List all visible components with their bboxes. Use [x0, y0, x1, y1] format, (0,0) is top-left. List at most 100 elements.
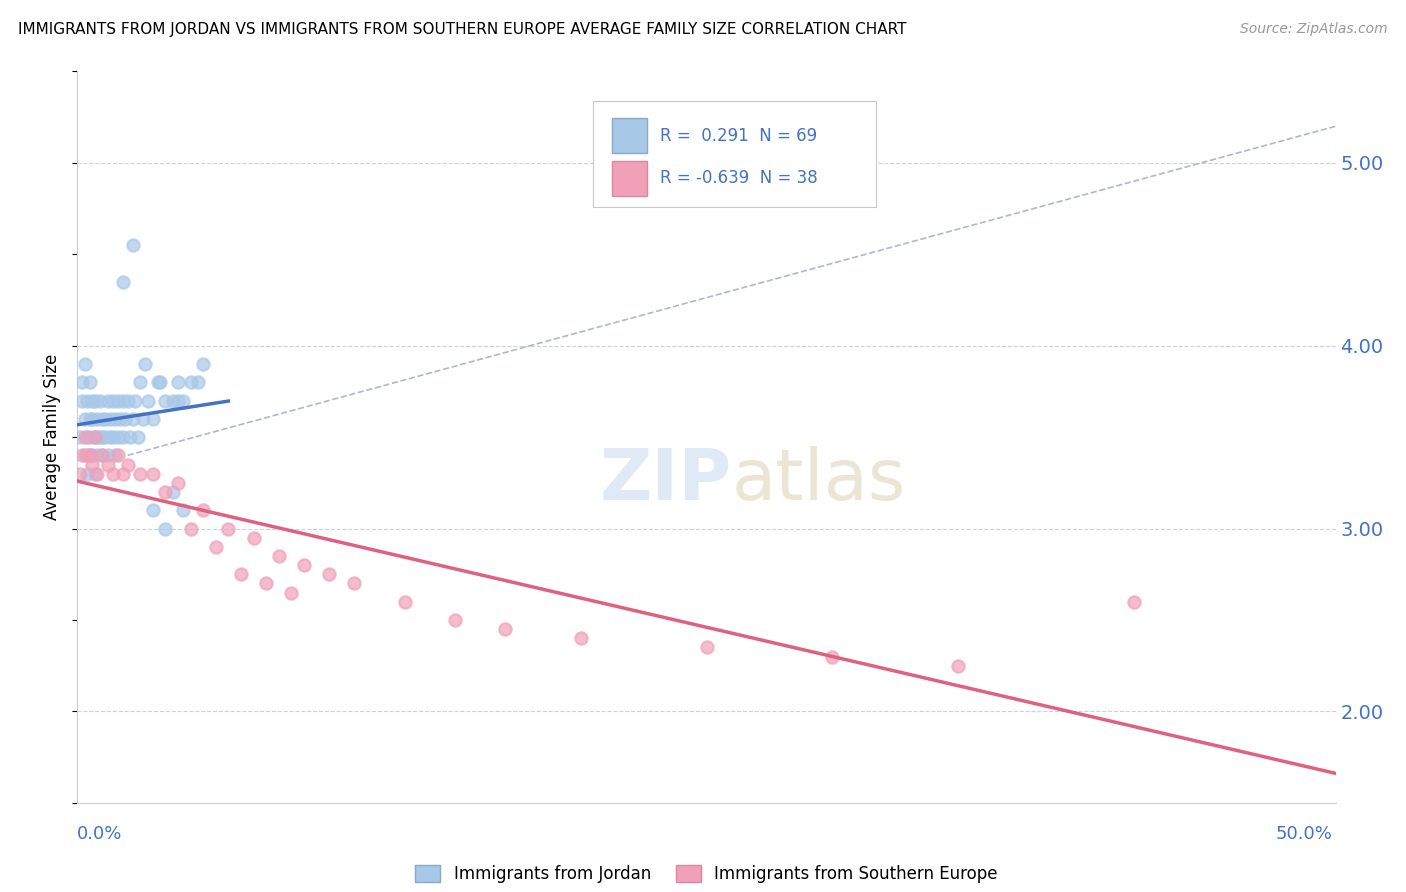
Point: [82, 458, 104, 472]
Point: [104, 412, 127, 426]
Point: [254, 576, 277, 591]
Point: [101, 430, 124, 444]
Text: atlas: atlas: [731, 447, 905, 516]
Point: [107, 430, 129, 444]
Point: [82, 412, 104, 426]
Point: [187, 376, 209, 390]
Point: [84, 430, 107, 444]
Point: [142, 412, 165, 426]
Point: [167, 376, 190, 390]
Point: [242, 531, 264, 545]
Point: [84, 393, 107, 408]
Point: [494, 622, 516, 636]
Point: [107, 393, 129, 408]
Point: [117, 458, 139, 472]
Point: [155, 393, 177, 408]
Point: [132, 412, 155, 426]
Point: [146, 376, 169, 390]
Point: [79, 449, 101, 463]
Text: 50.0%: 50.0%: [1277, 825, 1333, 843]
Point: [444, 613, 467, 627]
Point: [280, 585, 302, 599]
Point: [94, 430, 117, 444]
Point: [76, 393, 98, 408]
Point: [86, 430, 108, 444]
Point: [191, 503, 215, 517]
Point: [172, 393, 194, 408]
Point: [108, 412, 131, 426]
Point: [180, 376, 202, 390]
Point: [72, 449, 94, 463]
Point: [101, 393, 124, 408]
Point: [129, 376, 152, 390]
Point: [86, 467, 108, 481]
Text: IMMIGRANTS FROM JORDAN VS IMMIGRANTS FROM SOUTHERN EUROPE AVERAGE FAMILY SIZE CO: IMMIGRANTS FROM JORDAN VS IMMIGRANTS FRO…: [18, 22, 907, 37]
Point: [96, 458, 118, 472]
Point: [1123, 594, 1146, 608]
Point: [394, 594, 416, 608]
Point: [124, 393, 146, 408]
Point: [79, 412, 101, 426]
FancyBboxPatch shape: [593, 101, 876, 207]
Point: [101, 467, 124, 481]
Point: [96, 393, 118, 408]
Point: [121, 412, 143, 426]
Point: [76, 430, 98, 444]
Point: [569, 632, 592, 646]
Point: [217, 521, 239, 535]
Point: [89, 430, 111, 444]
Point: [84, 430, 107, 444]
Point: [129, 467, 152, 481]
Point: [117, 393, 139, 408]
Point: [162, 393, 184, 408]
Point: [94, 412, 117, 426]
Point: [91, 449, 114, 463]
Point: [69, 467, 91, 481]
Point: [107, 449, 129, 463]
Point: [696, 640, 718, 655]
Point: [111, 467, 134, 481]
Point: [121, 238, 143, 252]
Point: [69, 430, 91, 444]
Point: [79, 430, 101, 444]
Point: [948, 658, 970, 673]
Legend: Immigrants from Jordan, Immigrants from Southern Europe: Immigrants from Jordan, Immigrants from …: [409, 858, 1004, 889]
Text: R = -0.639  N = 38: R = -0.639 N = 38: [659, 169, 818, 187]
Text: Source: ZipAtlas.com: Source: ZipAtlas.com: [1240, 22, 1388, 37]
Point: [180, 521, 202, 535]
Point: [82, 449, 104, 463]
Point: [127, 430, 149, 444]
FancyBboxPatch shape: [612, 118, 647, 153]
Point: [191, 357, 215, 371]
Point: [73, 430, 96, 444]
Point: [111, 430, 134, 444]
Point: [73, 412, 96, 426]
Point: [155, 521, 177, 535]
FancyBboxPatch shape: [612, 161, 647, 195]
Point: [821, 649, 844, 664]
Point: [114, 412, 136, 426]
Point: [91, 412, 114, 426]
Point: [111, 393, 134, 408]
Point: [111, 275, 134, 289]
Point: [91, 430, 114, 444]
Point: [318, 567, 340, 582]
Point: [96, 449, 118, 463]
Point: [292, 558, 315, 573]
Point: [82, 393, 104, 408]
Point: [343, 576, 366, 591]
Point: [134, 357, 156, 371]
Point: [73, 357, 96, 371]
Point: [84, 467, 107, 481]
Point: [89, 393, 111, 408]
Point: [267, 549, 290, 563]
Point: [142, 503, 165, 517]
Point: [167, 475, 190, 490]
Point: [98, 430, 121, 444]
Point: [86, 449, 108, 463]
Point: [204, 540, 226, 554]
Point: [229, 567, 252, 582]
Point: [76, 467, 98, 481]
Point: [79, 376, 101, 390]
Point: [142, 467, 165, 481]
